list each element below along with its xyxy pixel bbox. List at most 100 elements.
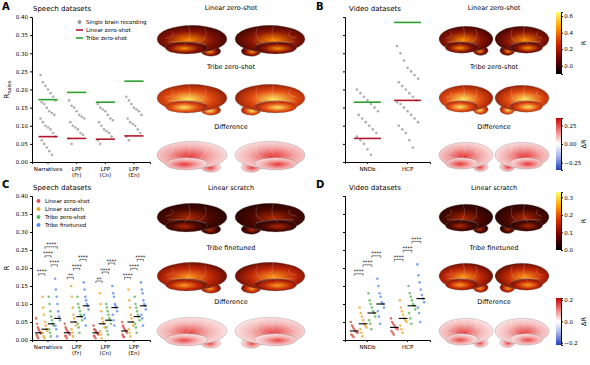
y-tick: 0.05 [16, 141, 32, 147]
point [102, 108, 105, 111]
point [45, 106, 48, 109]
y-axis-title: R [3, 265, 11, 270]
y-tick-mark [343, 53, 345, 54]
point [360, 332, 363, 335]
point [48, 150, 51, 153]
sulcus [511, 207, 517, 221]
sulcus [199, 206, 206, 221]
point [404, 88, 407, 91]
point [128, 332, 131, 335]
point [128, 99, 131, 102]
temporal-lobe [445, 42, 477, 54]
legend-swatch [37, 223, 41, 227]
sulcus [256, 144, 263, 159]
point [378, 315, 381, 318]
point [400, 328, 403, 331]
point [371, 128, 374, 131]
y-tick [343, 35, 345, 36]
y-tick-mark [343, 340, 345, 341]
brain-map [157, 84, 227, 115]
point [408, 139, 411, 142]
colorbar-tick-mark [561, 16, 563, 17]
point [367, 292, 370, 295]
point [83, 117, 86, 120]
temporal-lobe [510, 101, 542, 113]
y-tick-label: 0.35 [16, 211, 29, 217]
point [54, 278, 57, 281]
point [140, 114, 143, 117]
point [112, 292, 115, 295]
point [70, 328, 73, 331]
point [416, 263, 419, 266]
point [362, 319, 365, 322]
x-axis-line [346, 341, 431, 343]
sulcus [536, 209, 542, 216]
point [138, 110, 141, 113]
point [361, 117, 364, 120]
mean-line [368, 312, 377, 313]
point [128, 299, 131, 302]
y-tick [343, 71, 345, 72]
y-tick-mark [343, 126, 345, 127]
y-tick-mark [30, 322, 32, 323]
point [403, 59, 406, 62]
point [51, 112, 54, 115]
legend-item: Tribe zero-shot [76, 35, 128, 41]
y-tick [343, 250, 345, 251]
x-tick: LPP(En) [128, 162, 139, 178]
x-tick: LPP(Cn) [100, 340, 112, 356]
point [360, 312, 363, 315]
point [44, 321, 47, 324]
temporal-lobe [445, 220, 477, 232]
panel-title: Speech datasets [33, 5, 91, 13]
temporal-lobe [445, 158, 477, 170]
x-tick-mark [105, 162, 106, 164]
point [82, 134, 85, 137]
y-tick-label: 0.05 [16, 141, 29, 147]
point [73, 106, 76, 109]
sulcus [199, 28, 206, 43]
point [368, 299, 371, 302]
point [417, 306, 420, 309]
y-tick-mark [30, 304, 32, 305]
point [404, 132, 407, 135]
point [71, 332, 74, 335]
point [135, 306, 138, 309]
point [417, 121, 420, 124]
x-tick-label-line: (Fr) [72, 172, 81, 178]
point [76, 296, 79, 299]
x-tick-mark [105, 340, 106, 342]
y-tick [343, 214, 345, 215]
point [78, 332, 81, 335]
legend-item: Linear scratch [37, 206, 85, 212]
x-tick-label-line: HCP [402, 166, 414, 172]
legend-label: Linear zero-shot [45, 198, 90, 204]
y-tick-mark [343, 232, 345, 233]
mean-line [92, 332, 99, 333]
series [367, 285, 416, 331]
point [42, 306, 45, 309]
level-line [394, 22, 421, 24]
brain-map [235, 317, 305, 348]
point [366, 99, 369, 102]
mean-line [121, 330, 128, 331]
mean-line [140, 305, 147, 306]
point [43, 314, 46, 317]
brain-map-title: Tribe finetuned [469, 244, 519, 252]
x-tick: NNDb [359, 162, 375, 172]
panel-label: D [316, 179, 324, 190]
y-tick [343, 304, 345, 305]
point [364, 121, 367, 124]
point [399, 324, 402, 327]
y-tick-mark [343, 35, 345, 36]
point [411, 299, 414, 302]
colorbar-tick: 0.00 [561, 141, 577, 147]
point [66, 337, 69, 340]
level-line [96, 138, 115, 140]
y-axis-title-main: R [3, 265, 11, 270]
point [49, 92, 52, 95]
brain-map-title: Difference [477, 123, 511, 131]
point [141, 317, 144, 320]
point [80, 115, 83, 118]
brain-map [235, 203, 305, 234]
